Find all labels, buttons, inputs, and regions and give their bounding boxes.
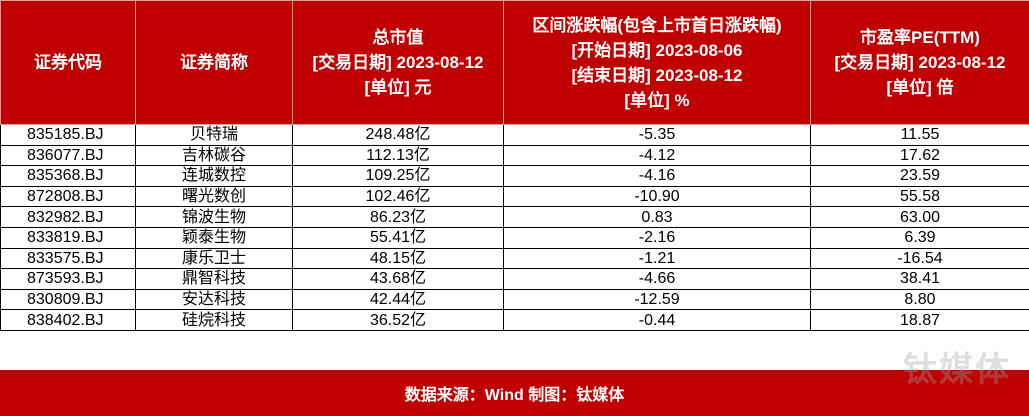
table-cell: -2.16: [503, 226, 811, 249]
table-row: 833575.BJ 康乐卫士 48.15亿 -1.21 -16.54: [0, 247, 1029, 270]
table-cell: -10.90: [503, 185, 811, 208]
table-cell: 23.59: [810, 165, 1029, 187]
footer: 数据来源：Wind 制图：钛媒体: [0, 370, 1029, 416]
header-line: [交易日期] 2023-08-12: [312, 53, 484, 72]
table-cell: -4.66: [503, 268, 811, 290]
table-cell: 835368.BJ: [0, 165, 136, 187]
table-cell: 832982.BJ: [0, 206, 136, 228]
table-cell: -1.21: [503, 247, 811, 270]
table-row: 835368.BJ 连城数控 109.25亿 -4.16 23.59: [0, 165, 1029, 187]
table-cell: 吉林碳谷: [135, 144, 293, 167]
table-body: 835185.BJ 贝特瑞 248.48亿 -5.35 11.55 836077.BJ 吉林…: [0, 124, 1029, 331]
table-cell: 112.13亿: [292, 144, 504, 167]
table-cell: 109.25亿: [292, 165, 504, 187]
header-cell: 证券代码: [0, 0, 136, 125]
table-cell: 曙光数创: [135, 185, 293, 208]
table-cell: 38.41: [810, 268, 1029, 290]
table-row: 830809.BJ 安达科技 42.44亿 -12.59 8.80: [0, 288, 1029, 311]
table-cell: 连城数控: [135, 165, 293, 187]
table-row: 872808.BJ 曙光数创 102.46亿 -10.90 55.58: [0, 185, 1029, 208]
table-cell: 0.83: [503, 206, 811, 228]
table-cell: 8.80: [810, 288, 1029, 311]
header-line: [交易日期] 2023-08-12: [834, 53, 1006, 72]
header-line: [单位] %: [624, 90, 690, 110]
table-cell: 康乐卫士: [135, 247, 293, 270]
table-cell: 833575.BJ: [0, 247, 136, 270]
table-cell: 36.52亿: [292, 309, 504, 331]
watermark: 钛媒体: [903, 351, 1011, 389]
table-cell: 43.68亿: [292, 268, 504, 290]
table-cell: 6.39: [810, 226, 1029, 249]
table-cell: 48.15亿: [292, 247, 504, 270]
table-cell: 17.62: [810, 144, 1029, 167]
table-cell: 硅烷科技: [135, 309, 293, 331]
header-line: 证券代码: [34, 53, 102, 72]
header-cell: 证券简称: [135, 0, 293, 125]
table-cell: 42.44亿: [292, 288, 504, 311]
header-line: 证券简称: [180, 53, 248, 72]
table-cell: 颖泰生物: [135, 226, 293, 249]
table-cell: -4.16: [503, 165, 811, 187]
header-cell: 总市值 [交易日期] 2023-08-12 [单位] 元: [292, 0, 504, 125]
table-cell: 838402.BJ: [0, 309, 136, 331]
table-cell: 鼎智科技: [135, 268, 293, 290]
table-cell: 锦波生物: [135, 206, 293, 228]
table-row: 836077.BJ 吉林碳谷 112.13亿 -4.12 17.62: [0, 144, 1029, 167]
table-row: 833819.BJ 颖泰生物 55.41亿 -2.16 6.39: [0, 226, 1029, 249]
table-cell: 55.41亿: [292, 226, 504, 249]
header-line: [单位] 倍: [886, 78, 954, 97]
table-cell: 18.87: [810, 309, 1029, 331]
table-cell: 836077.BJ: [0, 144, 136, 167]
data-table: 证券代码 证券简称 总市值 [交易日期] 2023-08-12 [单位] 元 区间涨跌幅(…: [0, 0, 1029, 331]
header-line: 总市值: [372, 28, 424, 47]
header-line: 市盈率PE(TTM): [860, 28, 980, 47]
table-cell: -4.12: [503, 144, 811, 167]
header-cell: 区间涨跌幅(包含上市首日涨跌幅) [开始日期] 2023-08-06 [结束日期] …: [503, 0, 811, 125]
table-cell: 86.23亿: [292, 206, 504, 228]
table-row: 832982.BJ 锦波生物 86.23亿 0.83 63.00: [0, 206, 1029, 228]
table-cell: 11.55: [810, 124, 1029, 146]
table-row: 873593.BJ 鼎智科技 43.68亿 -4.66 38.41: [0, 268, 1029, 290]
table-cell: 833819.BJ: [0, 226, 136, 249]
table-cell: 贝特瑞: [135, 124, 293, 146]
table-cell: 102.46亿: [292, 185, 504, 208]
table-cell: 248.48亿: [292, 124, 504, 146]
table-cell: -12.59: [503, 288, 811, 311]
table-cell: 63.00: [810, 206, 1029, 228]
header-line: [开始日期] 2023-08-06: [571, 40, 743, 60]
table-cell: 872808.BJ: [0, 185, 136, 208]
header-line: [单位] 元: [364, 78, 432, 97]
header-line: 区间涨跌幅(包含上市首日涨跌幅): [532, 15, 782, 35]
table-cell: 55.58: [810, 185, 1029, 208]
table-cell: 安达科技: [135, 288, 293, 311]
header-cell: 市盈率PE(TTM) [交易日期] 2023-08-12 [单位] 倍: [810, 0, 1029, 125]
table-cell: 835185.BJ: [0, 124, 136, 146]
header-row: 证券代码 证券简称 总市值 [交易日期] 2023-08-12 [单位] 元 区间涨跌幅(…: [0, 0, 1029, 125]
table-cell: -5.35: [503, 124, 811, 146]
table-cell: 873593.BJ: [0, 268, 136, 290]
table-cell: -16.54: [810, 247, 1029, 270]
table-cell: -0.44: [503, 309, 811, 331]
table-row: 838402.BJ 硅烷科技 36.52亿 -0.44 18.87: [0, 309, 1029, 331]
table-row: 835185.BJ 贝特瑞 248.48亿 -5.35 11.55: [0, 124, 1029, 146]
header-line: [结束日期] 2023-08-12: [571, 65, 743, 85]
table-cell: 830809.BJ: [0, 288, 136, 311]
